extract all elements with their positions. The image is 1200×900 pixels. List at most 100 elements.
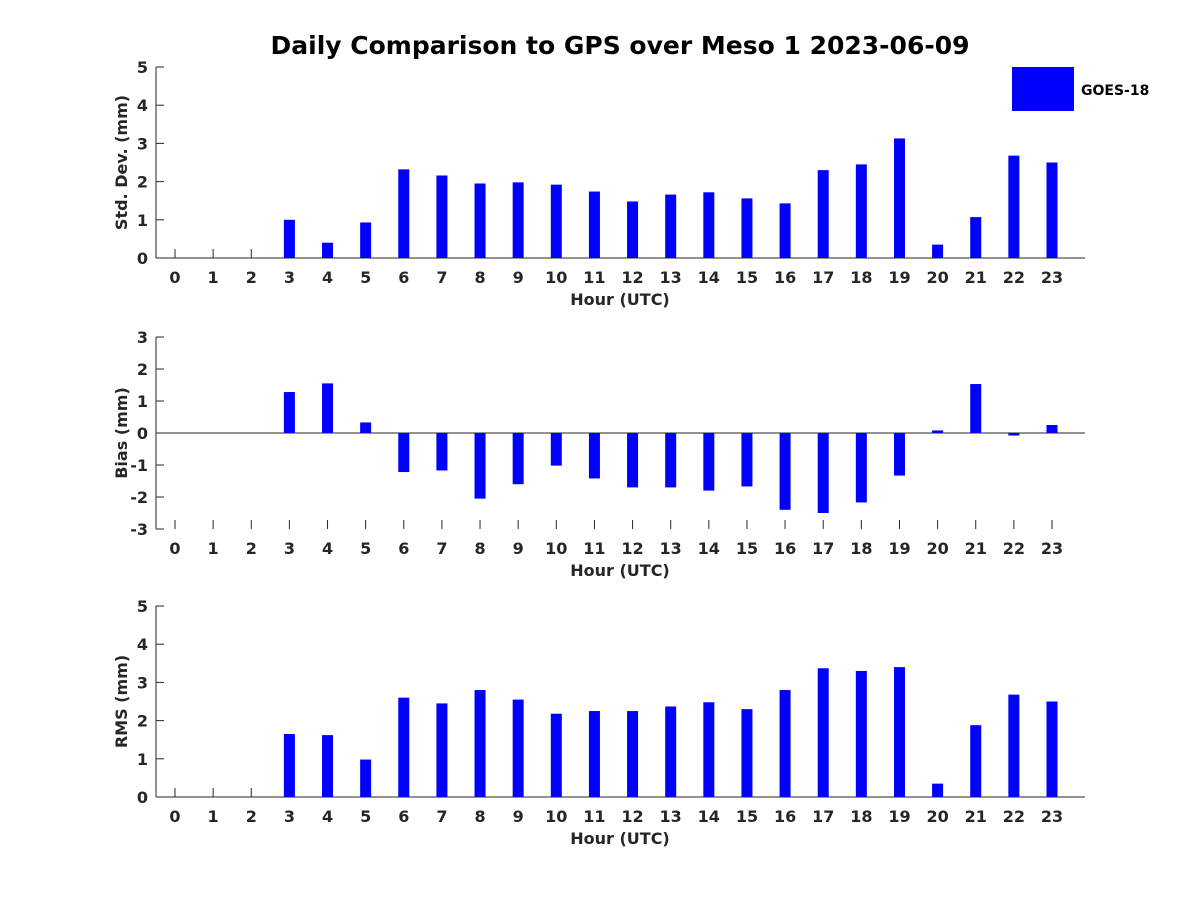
x-tick-label: 22 [1003,539,1025,558]
x-tick-label: 23 [1041,539,1063,558]
x-tick-label: 15 [736,539,758,558]
x-tick-label: 14 [698,539,720,558]
x-axis-label: Hour (UTC) [570,561,670,580]
y-tick-label: 4 [137,96,148,115]
y-tick-label: 1 [137,750,148,769]
x-tick-label: 12 [621,539,643,558]
x-tick-label: 16 [774,268,796,287]
y-tick-label: 5 [137,58,148,77]
y-axis-label: RMS (mm) [112,655,131,748]
bar [550,433,562,466]
x-tick-label: 11 [583,807,605,826]
bar [474,433,486,499]
x-tick-label: 6 [398,268,409,287]
x-tick-label: 9 [513,539,524,558]
bar [1008,433,1020,436]
x-tick-label: 20 [926,539,948,558]
bar [817,668,829,797]
x-tick-label: 4 [322,268,333,287]
x-tick-label: 18 [850,268,872,287]
bar [588,433,600,479]
x-tick-label: 14 [698,268,720,287]
bar [283,392,295,433]
x-tick-label: 4 [322,807,333,826]
x-tick-label: 22 [1003,268,1025,287]
x-tick-label: 21 [965,268,987,287]
x-tick-label: 13 [660,807,682,826]
x-axis-label: Hour (UTC) [570,829,670,848]
bar [398,433,410,473]
x-tick-label: 6 [398,807,409,826]
x-tick-label: 21 [965,807,987,826]
x-tick-label: 2 [246,807,257,826]
x-tick-label: 5 [360,539,371,558]
x-tick-label: 3 [284,539,295,558]
x-tick-label: 0 [169,268,180,287]
bar [1008,694,1020,797]
x-tick-label: 3 [284,268,295,287]
y-tick-label: 0 [137,788,148,807]
bar [550,184,562,258]
y-tick-label: 2 [137,712,148,731]
x-tick-label: 9 [513,268,524,287]
y-tick-label: 0 [137,249,148,268]
x-tick-label: 10 [545,268,567,287]
x-tick-label: 21 [965,539,987,558]
x-tick-label: 0 [169,539,180,558]
bar [398,697,410,797]
x-tick-label: 13 [660,268,682,287]
bar [627,711,639,797]
x-tick-label: 1 [208,539,219,558]
bar [627,433,639,488]
bar [703,192,715,258]
x-tick-label: 19 [888,268,910,287]
y-tick-label: -1 [130,456,148,475]
x-tick-label: 0 [169,807,180,826]
bar [283,733,295,797]
x-tick-label: 11 [583,268,605,287]
bar [893,433,905,476]
bar [1046,701,1058,797]
bar [1046,162,1058,258]
x-tick-label: 8 [474,268,485,287]
x-tick-label: 20 [926,268,948,287]
x-tick-label: 2 [246,268,257,287]
x-tick-label: 17 [812,807,834,826]
x-tick-label: 19 [888,539,910,558]
bar [436,703,448,797]
bar [436,175,448,258]
bar [703,433,715,491]
bar [512,699,524,797]
x-tick-label: 5 [360,268,371,287]
bar [932,783,944,797]
y-tick-label: 1 [137,392,148,411]
bar [360,759,372,797]
bar [322,383,334,433]
y-tick-label: 3 [137,673,148,692]
bar [893,138,905,258]
x-tick-label: 2 [246,539,257,558]
x-tick-label: 16 [774,807,796,826]
x-tick-label: 18 [850,539,872,558]
x-axis-label: Hour (UTC) [570,290,670,309]
x-tick-label: 19 [888,807,910,826]
y-tick-label: 2 [137,173,148,192]
x-tick-label: 4 [322,539,333,558]
legend-label: GOES-18 [1081,83,1149,99]
y-tick-label: 3 [137,134,148,153]
x-tick-label: 14 [698,807,720,826]
bar [932,430,944,433]
legend-swatch [1012,67,1074,111]
bar [970,725,982,797]
x-tick-label: 6 [398,539,409,558]
x-tick-label: 15 [736,807,758,826]
y-axis-label: Std. Dev. (mm) [112,95,131,230]
x-tick-label: 17 [812,268,834,287]
x-tick-label: 5 [360,807,371,826]
x-tick-label: 1 [208,268,219,287]
y-tick-label: -2 [130,488,148,507]
bar [322,242,334,258]
x-tick-label: 9 [513,807,524,826]
